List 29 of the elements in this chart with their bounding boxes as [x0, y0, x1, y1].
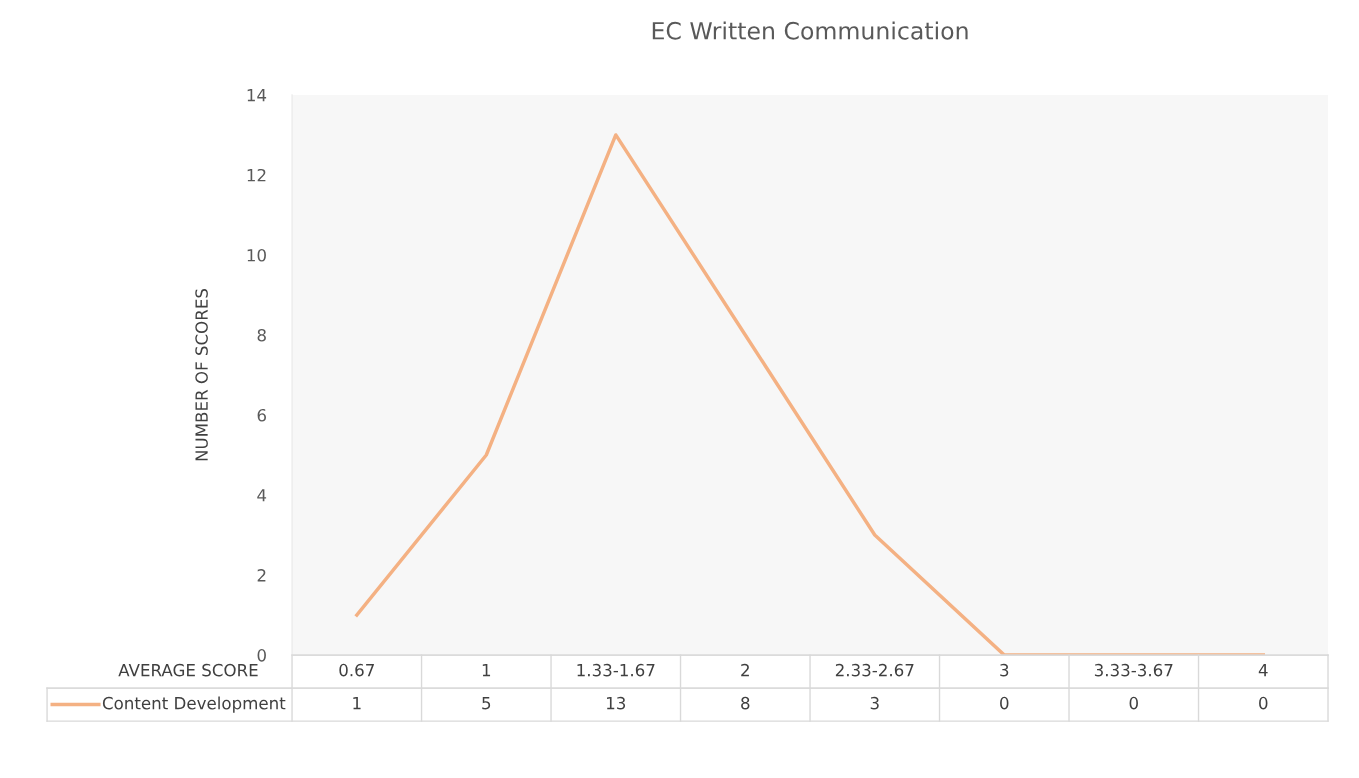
x-tick-label: 2.33-2.67: [835, 663, 914, 677]
y-tick-label: 4: [257, 489, 267, 502]
data-label: 1: [353, 697, 361, 710]
data-label: 3: [870, 696, 879, 710]
data-label: 5: [482, 697, 491, 710]
x-tick-label: 0.67: [339, 663, 374, 677]
x-tick-label: 3.33-3.67: [1094, 663, 1173, 677]
data-label: 0: [1259, 696, 1268, 710]
line-series: [355, 133, 1266, 656]
y-tick-label: 10: [247, 248, 266, 262]
data-label: 0: [1129, 696, 1138, 710]
x-tick-label: 2: [741, 663, 749, 677]
x-axis-title: AVERAGE SCORE: [118, 663, 258, 677]
y-axis-title: NUMBER OF SCORES: [195, 288, 208, 461]
y-tick-label: 12: [247, 168, 266, 182]
data-label: 8: [741, 696, 750, 710]
data-label: 0: [1000, 696, 1009, 710]
y-tick-label: 2: [257, 569, 266, 582]
legend-label: Content Development: [102, 696, 286, 713]
y-tick-label: 8: [257, 328, 266, 342]
x-tick-label: 1: [482, 664, 491, 677]
y-tick-label: 14: [247, 89, 267, 102]
x-tick-label: 1.33-1.67: [577, 663, 655, 677]
y-tick-label: 0: [257, 649, 266, 662]
data-label: 13: [607, 696, 626, 710]
y-tick-label: 6: [257, 408, 266, 422]
x-tick-label: 3: [1000, 663, 1009, 677]
x-tick-label: 4: [1258, 664, 1268, 677]
chart-title: EC Written Communication: [652, 21, 968, 40]
